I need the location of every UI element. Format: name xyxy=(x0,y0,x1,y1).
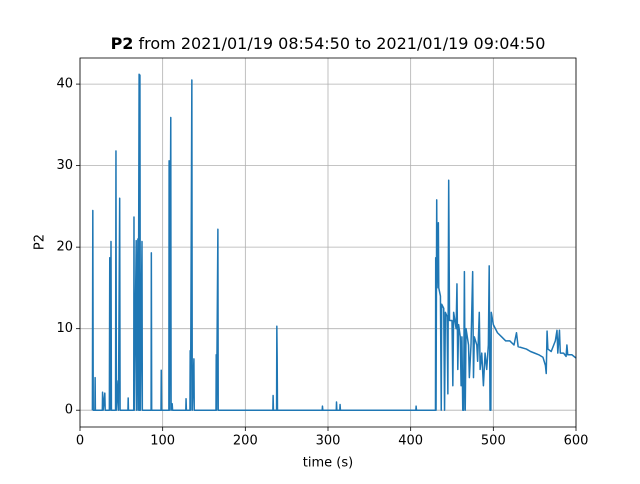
x-tick-label: 100 xyxy=(150,434,175,449)
x-tick-label: 600 xyxy=(564,434,589,449)
axes-frame xyxy=(79,57,577,428)
x-axis-label: time (s) xyxy=(303,456,353,471)
chart-title: P2 from 2021/01/19 08:54:50 to 2021/01/1… xyxy=(111,34,546,53)
line xyxy=(91,73,577,411)
y-tick-label: 10 xyxy=(56,321,73,336)
x-tick-label: 400 xyxy=(398,434,423,449)
y-tick-label: 0 xyxy=(65,403,73,418)
y-tick-label: 40 xyxy=(56,77,73,92)
y-axis-label: P2 xyxy=(33,234,48,250)
title-rest: from 2021/01/19 08:54:50 to 2021/01/19 0… xyxy=(133,34,545,53)
y-tick-label: 20 xyxy=(56,240,73,255)
x-tick-label: 200 xyxy=(233,434,258,449)
title-bold: P2 xyxy=(111,34,134,53)
y-tick-label: 30 xyxy=(56,158,73,173)
x-tick-label: 300 xyxy=(316,434,341,449)
x-tick-label: 500 xyxy=(481,434,506,449)
x-tick-label: 0 xyxy=(76,434,84,449)
